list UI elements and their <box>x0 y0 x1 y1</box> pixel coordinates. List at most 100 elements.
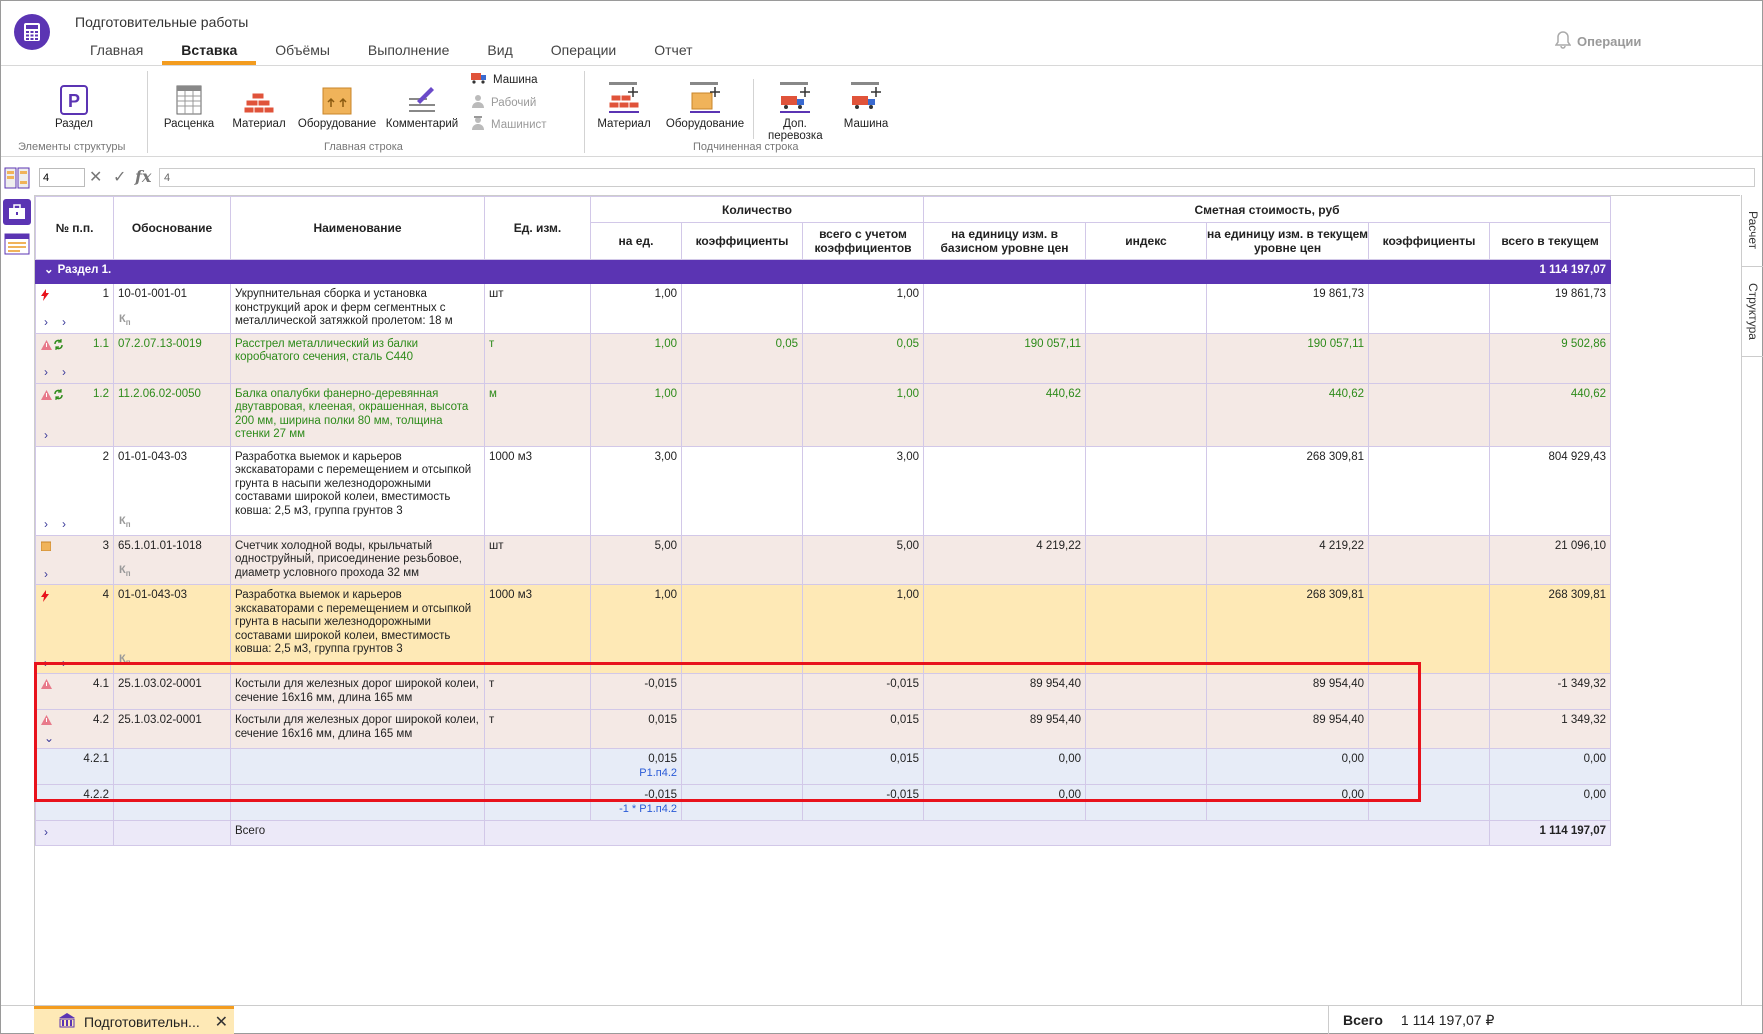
cost-cur-cell[interactable]: 268 309,81 <box>1206 445 1370 536</box>
qty-total-cell[interactable]: 0,015 <box>801 709 925 749</box>
cost-base-cell[interactable] <box>923 283 1087 334</box>
briefcase-icon[interactable] <box>3 199 31 225</box>
table-row[interactable]: 1 › › 10-01-001-01 Кп Укрупнительная сборка и… <box>35 283 1612 334</box>
table-row[interactable]: 4.2.2 -0,015 -1 * Р1.п4.2 -0,015 0,00 0,00 0,0… <box>35 784 1612 821</box>
col-header-num[interactable]: № п.п. <box>35 196 114 260</box>
qty-per-cell[interactable]: 5,00 <box>590 534 682 585</box>
qty-coef-cell[interactable] <box>681 748 803 785</box>
cost-total-cell[interactable]: -1 349,32 <box>1489 673 1612 710</box>
cost-base-cell[interactable]: 440,62 <box>923 382 1087 447</box>
cost-total-cell[interactable]: 268 309,81 <box>1489 584 1612 674</box>
cost-index-cell[interactable] <box>1085 709 1208 749</box>
kn-coefficient-icon[interactable]: Кп <box>119 312 131 327</box>
document-tab[interactable]: Подготовительн... ✕ <box>34 1006 234 1034</box>
unit-cell[interactable] <box>484 748 591 785</box>
name-cell[interactable]: Костыли для железных дорог широкой колеи… <box>230 709 485 749</box>
tab-main[interactable]: Главная <box>90 42 144 58</box>
check-icon[interactable]: ✓ <box>113 169 127 186</box>
qty-total-cell[interactable]: 3,00 <box>801 445 925 536</box>
sub-transport-button[interactable]: Доп. перевозка <box>765 81 825 142</box>
tree-view-icon[interactable] <box>3 165 31 191</box>
tab-insert[interactable]: Вставка <box>162 39 257 65</box>
qty-total-cell[interactable]: -0,015 <box>801 673 925 710</box>
qty-total-cell[interactable]: 1,00 <box>801 584 925 674</box>
cost-total-cell[interactable]: 0,00 <box>1489 784 1612 821</box>
qty-coef-cell[interactable]: 0,05 <box>681 332 803 384</box>
basis-cell[interactable] <box>113 784 231 821</box>
operator-small-button[interactable]: Машинист <box>471 116 547 133</box>
cost-index-cell[interactable] <box>1085 283 1208 334</box>
basis-cell[interactable]: 25.1.03.02-0001 <box>113 709 231 749</box>
tab-structure[interactable]: Структура <box>1742 267 1763 357</box>
tab-report[interactable]: Отчет <box>654 42 693 58</box>
cost-base-cell[interactable]: 4 219,22 <box>923 534 1087 585</box>
cost-cur-cell[interactable]: 89 954,40 <box>1206 673 1370 710</box>
cost-index-cell[interactable] <box>1085 673 1208 710</box>
basis-cell[interactable]: 25.1.03.02-0001 <box>113 673 231 710</box>
kn-coefficient-icon[interactable]: Кп <box>119 564 131 579</box>
worker-small-button[interactable]: Рабочий <box>471 94 536 111</box>
unit-cell[interactable]: 1000 м3 <box>484 445 591 536</box>
chevron-right-icon[interactable]: › <box>62 655 66 670</box>
name-cell[interactable]: Балка опалубки фанерно-деревянная двутав… <box>230 382 485 447</box>
table-row[interactable]: 3 › 65.1.01.01-1018 Кп Счетчик холодной воды… <box>35 534 1612 585</box>
tab-volumes[interactable]: Объёмы <box>275 42 330 58</box>
cell-reference-input[interactable] <box>39 168 85 187</box>
cost-coef-cell[interactable] <box>1368 784 1491 821</box>
qty-total-cell[interactable]: 0,015 <box>801 748 925 785</box>
basis-cell[interactable]: 11.2.06.02-0050 <box>113 382 231 447</box>
qty-total-cell[interactable]: 0,05 <box>801 332 925 384</box>
basis-cell[interactable]: 10-01-001-01 Кп <box>113 283 231 334</box>
qty-total-cell[interactable]: 1,00 <box>801 382 925 447</box>
cost-total-cell[interactable]: 9 502,86 <box>1489 332 1612 384</box>
cost-base-cell[interactable]: 190 057,11 <box>923 332 1087 384</box>
cost-cur-cell[interactable]: 268 309,81 <box>1206 584 1370 674</box>
machine-small-button[interactable]: Машина <box>471 72 538 87</box>
function-icon[interactable]: fx <box>135 167 152 186</box>
qty-formula-link[interactable]: -1 * Р1.п4.2 <box>619 802 677 815</box>
qty-total-cell[interactable]: 1,00 <box>801 283 925 334</box>
col-header-cost-base[interactable]: на единицу изм. в базисном уровне цен <box>923 222 1087 260</box>
qty-coef-cell[interactable] <box>681 445 803 536</box>
basis-cell[interactable]: 65.1.01.01-1018 Кп <box>113 534 231 585</box>
cost-base-cell[interactable]: 0,00 <box>923 784 1087 821</box>
cost-index-cell[interactable] <box>1085 534 1208 585</box>
cost-index-cell[interactable] <box>1085 748 1208 785</box>
kn-coefficient-icon[interactable]: Кп <box>119 514 131 529</box>
name-cell[interactable]: Разработка выемок и карьеров экскаватора… <box>230 584 485 674</box>
qty-coef-cell[interactable] <box>681 584 803 674</box>
cost-coef-cell[interactable] <box>1368 332 1491 384</box>
formula-input[interactable] <box>159 168 1755 187</box>
chevron-down-icon[interactable]: ⌄ <box>44 730 55 745</box>
sub-machine-button[interactable]: Машина <box>841 81 891 130</box>
cost-coef-cell[interactable] <box>1368 748 1491 785</box>
name-cell[interactable]: Разработка выемок и карьеров экскаватора… <box>230 445 485 536</box>
tab-operations[interactable]: Операции <box>550 42 617 58</box>
unit-cell[interactable] <box>484 784 591 821</box>
cost-base-cell[interactable]: 0,00 <box>923 748 1087 785</box>
cost-total-cell[interactable]: 440,62 <box>1489 382 1612 447</box>
chevron-right-icon[interactable]: › <box>44 315 48 329</box>
cost-cur-cell[interactable]: 0,00 <box>1206 748 1370 785</box>
table-row[interactable]: 1.1 › › 07.2.07.13-0019 Расстрел металлическ… <box>35 332 1612 384</box>
table-row[interactable]: 4.2.1 0,015 Р1.п4.2 0,015 0,00 0,00 0,00 <box>35 748 1612 785</box>
chevron-right-icon[interactable]: › <box>44 428 48 442</box>
qty-per-cell[interactable]: 1,00 <box>590 283 682 334</box>
qty-per-cell[interactable]: 1,00 <box>590 584 682 674</box>
tab-execution[interactable]: Выполнение <box>367 42 450 58</box>
qty-coef-cell[interactable] <box>681 534 803 585</box>
operations-button[interactable]: Операции <box>1554 31 1641 52</box>
cost-base-cell[interactable] <box>923 584 1087 674</box>
basis-cell[interactable]: 01-01-043-03 Кп <box>113 445 231 536</box>
cost-coef-cell[interactable] <box>1368 673 1491 710</box>
cost-total-cell[interactable]: 19 861,73 <box>1489 283 1612 334</box>
unit-cell[interactable]: шт <box>484 534 591 585</box>
chevron-right-icon[interactable]: › <box>44 365 48 379</box>
cost-coef-cell[interactable] <box>1368 584 1491 674</box>
total-row[interactable]: › Всего 1 114 197,07 <box>35 820 1612 846</box>
table-row[interactable]: 2 › › 01-01-043-03 Кп Разработка выемок и кар… <box>35 445 1612 536</box>
qty-coef-cell[interactable] <box>681 673 803 710</box>
col-header-cost-cur[interactable]: на единицу изм. в текущем уровне цен <box>1206 222 1370 260</box>
name-cell[interactable]: Укрупнительная сборка и установка констр… <box>230 283 485 334</box>
cost-cur-cell[interactable]: 440,62 <box>1206 382 1370 447</box>
